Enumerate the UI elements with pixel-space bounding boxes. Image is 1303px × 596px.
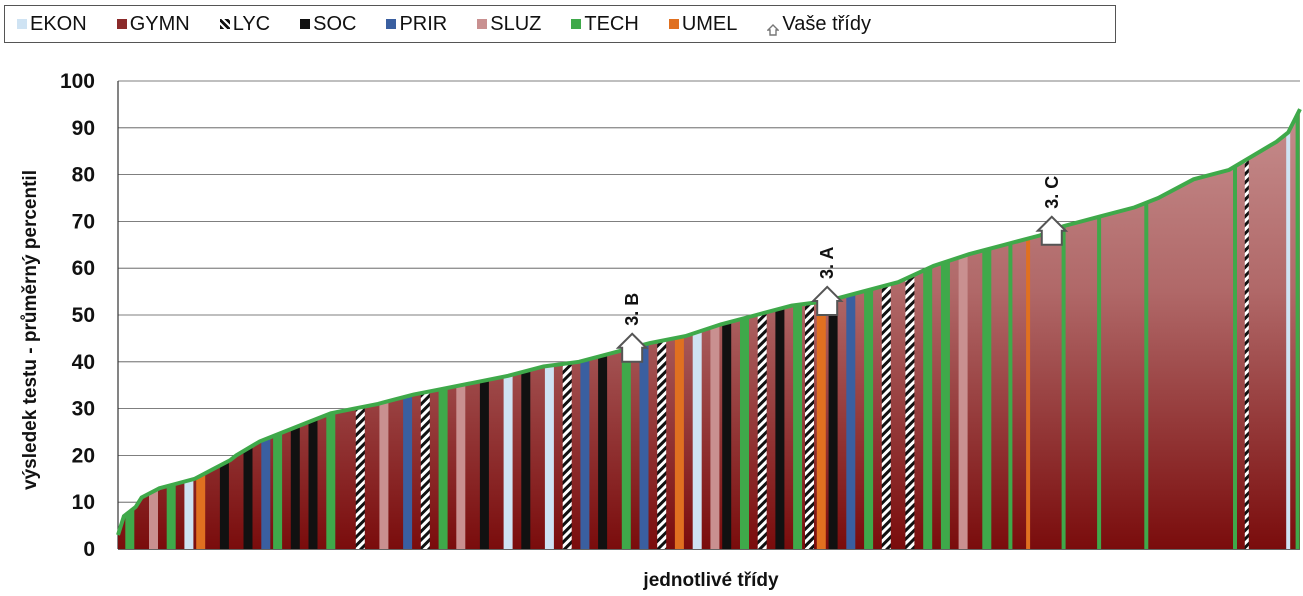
legend-item-sluz: SLUZ (477, 13, 541, 36)
house-icon (615, 332, 649, 363)
house-icon (766, 19, 781, 36)
bar-umel (1026, 109, 1031, 549)
bar-tech (940, 109, 950, 549)
y-tick-label: 40 (72, 351, 95, 374)
legend-label: GYMN (129, 12, 190, 35)
bar-sluz (710, 109, 720, 549)
bar-soc (722, 109, 732, 549)
legend-item-va-e-t-dy: Vaše třídy (766, 12, 871, 36)
bar-tech (1144, 109, 1149, 549)
bar-tech (1061, 109, 1066, 549)
bar-lyc (905, 109, 915, 549)
bar-tech (1233, 109, 1237, 549)
y-tick-label: 60 (72, 257, 95, 280)
bar-tech (1008, 109, 1013, 549)
y-tick-label: 20 (72, 444, 95, 467)
legend-item-gymn: GYMN (116, 12, 190, 36)
legend-label: SLUZ (490, 12, 542, 35)
bar-tech (982, 109, 992, 549)
bar-lyc (757, 109, 767, 549)
legend-label: Vaše třídy (782, 12, 871, 35)
bar-ekon (1286, 109, 1291, 549)
y-axis-title: výsledek testu - průměrný percentil (20, 170, 41, 490)
annotation-label: 3. A (817, 247, 837, 279)
legend-label: PRIR (399, 12, 448, 35)
bar-lyc (1244, 109, 1249, 549)
y-tick-label: 100 (60, 70, 95, 93)
blue-square (386, 19, 397, 29)
pink-square (477, 19, 488, 29)
annotation-label: 3. B (622, 293, 642, 326)
bar-prir (846, 109, 856, 549)
annotation-label: 3. C (1042, 176, 1062, 209)
x-axis-title: jednotlivé třídy (642, 570, 779, 591)
legend-label: LYC (232, 12, 271, 35)
bar-umel (816, 109, 826, 549)
bar-tech (1097, 109, 1102, 549)
y-tick-label: 30 (72, 398, 95, 421)
chart-legend: EKON GYMN LYC SOC PRIR SLUZ TECH UMEL Vaše třídy (4, 5, 1116, 43)
legend-item-umel: UMEL (668, 12, 738, 36)
legend-item-lyc: LYC (219, 12, 271, 36)
bar-soc (828, 109, 838, 549)
house-icon (810, 285, 844, 316)
y-tick-label: 50 (72, 304, 95, 327)
y-tick-label: 10 (72, 491, 95, 514)
orange-square (668, 19, 679, 29)
y-tick-label: 90 (72, 117, 95, 140)
black-square (300, 19, 311, 29)
green-square (571, 19, 582, 29)
maroon-square (116, 19, 127, 29)
legend-item-soc: SOC (300, 13, 356, 36)
light-blue-square (17, 19, 27, 29)
legend-label: UMEL (681, 12, 738, 35)
legend-label: EKON (30, 12, 87, 35)
bar-tech (793, 109, 803, 549)
bar-tech (864, 109, 874, 549)
house-icon (1035, 215, 1069, 246)
bar-sluz (958, 109, 968, 549)
legend-item-prir: PRIR (386, 13, 447, 36)
bar-tech (1295, 109, 1300, 549)
bar-soc (775, 109, 785, 549)
legend-label: SOC (313, 12, 357, 35)
percentile-curve (116, 108, 1302, 536)
black-white-stripe (219, 19, 230, 29)
class-annotations: 3. B 3. A 3. C (615, 176, 1069, 363)
y-axis-ticks: 0 10 20 30 40 50 60 70 80 90 100 (60, 70, 95, 561)
y-tick-label: 70 (72, 210, 95, 233)
legend-item-ekon: EKON (17, 13, 87, 36)
legend-item-tech: TECH (571, 12, 639, 36)
bar-tech (740, 109, 749, 549)
y-tick-label: 0 (83, 538, 95, 561)
y-tick-label: 80 (72, 164, 95, 187)
bar-lyc (881, 109, 891, 549)
bar-tech (923, 109, 933, 549)
legend-label: TECH (584, 12, 639, 35)
bar-lyc (805, 109, 814, 549)
